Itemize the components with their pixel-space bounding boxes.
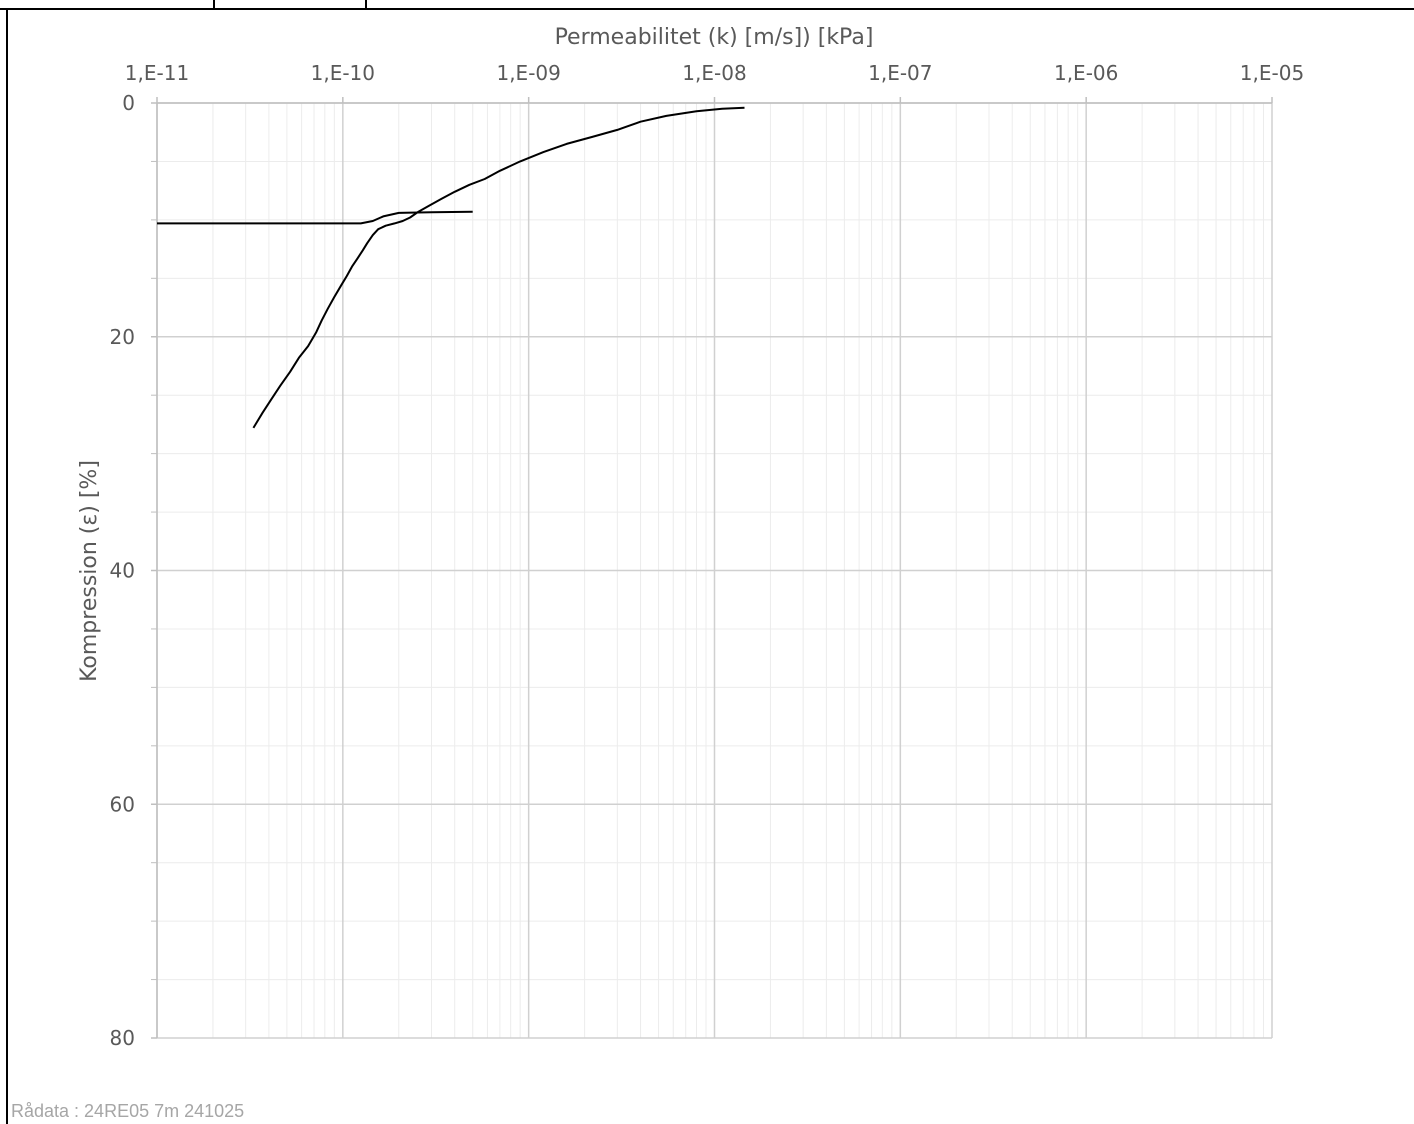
source-note: Rådata : 24RE05 7m 241025 — [11, 1101, 245, 1121]
y-tick-label: 40 — [110, 559, 135, 583]
x-tick-label: 1,E-07 — [868, 61, 932, 85]
y-tick-label: 60 — [110, 792, 135, 816]
x-tick-label: 1,E-11 — [125, 61, 189, 85]
series-layer — [157, 106, 745, 429]
x-axis-title: Permeabilitet (k) [m/s]) [kPa] — [555, 25, 874, 50]
axes-layer: 1,E-11 1,E-10 1,E-09 1,E-08 1,E-07 1,E-06 1,E-… — [110, 61, 1305, 1050]
grid-layer — [156, 102, 1273, 1039]
y-tick-label: 80 — [110, 1026, 135, 1050]
x-tick-label: 1,E-08 — [682, 61, 746, 85]
x-tick-label: 1,E-05 — [1240, 61, 1304, 85]
y-tick-label: 0 — [122, 91, 135, 115]
x-tick-label: 1,E-10 — [311, 61, 375, 85]
series-line-1 — [252, 106, 745, 429]
y-axis-title: Kompression (ε) [%] — [77, 460, 102, 682]
y-tick-label: 20 — [110, 325, 135, 349]
x-tick-label: 1,E-06 — [1054, 61, 1118, 85]
series-line-2 — [157, 210, 473, 225]
x-tick-label: 1,E-09 — [496, 61, 560, 85]
